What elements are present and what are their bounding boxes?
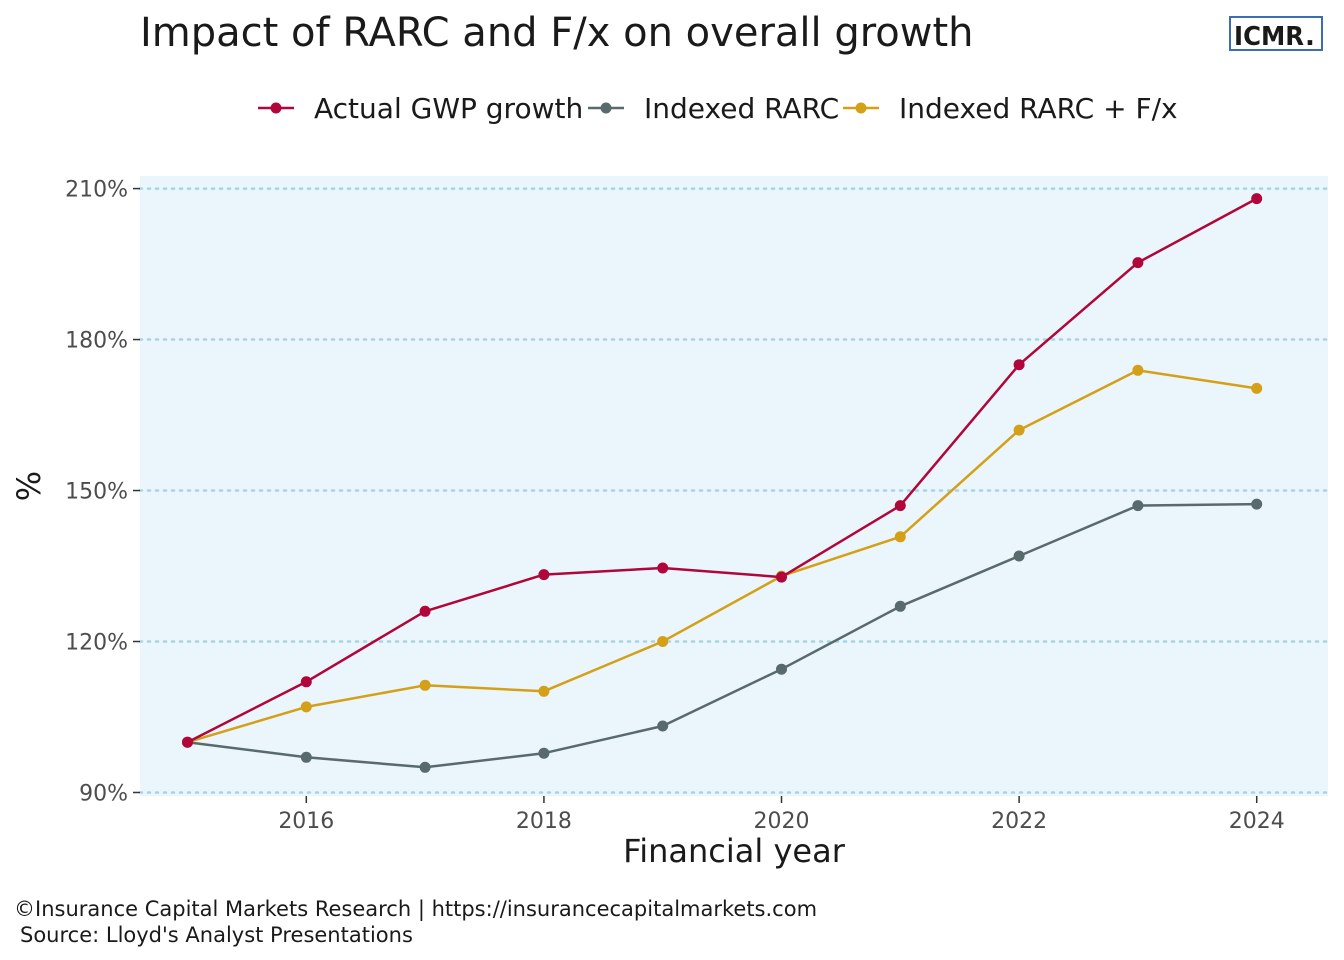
data-point-indexed-rarc <box>894 600 906 612</box>
data-point-indexed-rarc <box>419 761 431 773</box>
data-point-indexed-rarc <box>1251 498 1263 510</box>
data-point-actual-gwp-growth <box>538 569 550 581</box>
legend-label: Indexed RARC + F/x <box>899 92 1178 125</box>
data-point-indexed-rarc-f-x <box>1251 382 1263 394</box>
legend-key-point <box>600 102 612 114</box>
x-tick-label: 2022 <box>991 809 1047 834</box>
y-tick-label: 150% <box>65 480 128 505</box>
data-point-actual-gwp-growth <box>776 571 787 583</box>
caption-source: Source: Lloyd's Analyst Presentations <box>20 923 413 947</box>
data-point-indexed-rarc <box>657 720 669 732</box>
logo-text: ICMR <box>1234 22 1304 52</box>
x-tick-label: 2016 <box>278 809 334 834</box>
series-line-indexed-rarc-f-x <box>187 369 1257 744</box>
y-tick-label: 180% <box>65 329 128 354</box>
x-tick-label: 2020 <box>754 809 810 834</box>
data-point-actual-gwp-growth <box>419 605 431 617</box>
data-point-indexed-rarc-f-x <box>538 685 550 697</box>
plot-panel <box>140 176 1328 796</box>
data-point-actual-gwp-growth <box>300 676 312 688</box>
data-point-indexed-rarc <box>300 751 312 763</box>
data-point-actual-gwp-growth <box>1251 193 1263 205</box>
data-point-indexed-rarc-f-x <box>894 531 906 543</box>
data-point-indexed-rarc-f-x <box>1132 364 1144 376</box>
legend-item-indexed-rarc: Indexed RARC <box>588 92 839 125</box>
data-point-indexed-rarc <box>1013 550 1025 562</box>
data-point-actual-gwp-growth <box>657 562 669 574</box>
series-layer <box>182 193 1263 773</box>
data-point-actual-gwp-growth <box>1132 257 1144 269</box>
gridlines <box>138 187 1330 794</box>
series-line-indexed-rarc <box>187 502 1257 769</box>
x-axis-title: Financial year <box>623 832 846 870</box>
data-point-indexed-rarc-f-x <box>300 701 312 713</box>
data-point-indexed-rarc <box>538 747 550 759</box>
logo-border <box>1229 16 1323 51</box>
y-tick-label: 120% <box>65 631 128 656</box>
x-axis: 2016 2018 2020 2022 2024 <box>278 796 1285 834</box>
series-line-actual-gwp-growth <box>186 197 1258 744</box>
x-tick-label: 2024 <box>1229 809 1285 834</box>
legend-label: Indexed RARC <box>644 92 839 125</box>
data-point-actual-gwp-growth <box>1013 359 1025 371</box>
series-actual-gwp-growth <box>182 193 1263 748</box>
legend-key-point <box>855 102 867 114</box>
data-point-actual-gwp-growth <box>894 500 906 512</box>
legend-item-actual-gwp-growth: Actual GWP growth <box>258 92 583 125</box>
legend-item-indexed-rarc-f-x: Indexed RARC + F/x <box>843 92 1178 125</box>
icmr-logo: ICMR . <box>1229 16 1323 52</box>
caption-copyright: ©Insurance Capital Markets Research | ht… <box>14 897 817 922</box>
logo-dot: . <box>1305 22 1315 52</box>
legend: Actual GWP growth Indexed RARC Indexed RAR… <box>258 92 1178 125</box>
y-tick-label: 90% <box>79 781 128 806</box>
legend-label: Actual GWP growth <box>314 92 583 125</box>
legend-key-point <box>270 102 282 114</box>
data-point-indexed-rarc-f-x <box>657 636 669 647</box>
x-tick-label: 2018 <box>516 809 572 834</box>
data-point-indexed-rarc-f-x <box>419 679 431 691</box>
data-point-indexed-rarc <box>1132 500 1144 512</box>
data-point-actual-gwp-growth <box>182 736 193 748</box>
y-tick-label: 210% <box>65 178 128 203</box>
chart-title: Impact of RARC and F/x on overall growth <box>140 10 974 56</box>
data-point-indexed-rarc <box>776 663 787 675</box>
y-axis-title: % <box>10 471 48 501</box>
y-axis: 90% 120% 150% 180% 210% <box>65 178 140 806</box>
data-point-indexed-rarc-f-x <box>1013 424 1025 436</box>
